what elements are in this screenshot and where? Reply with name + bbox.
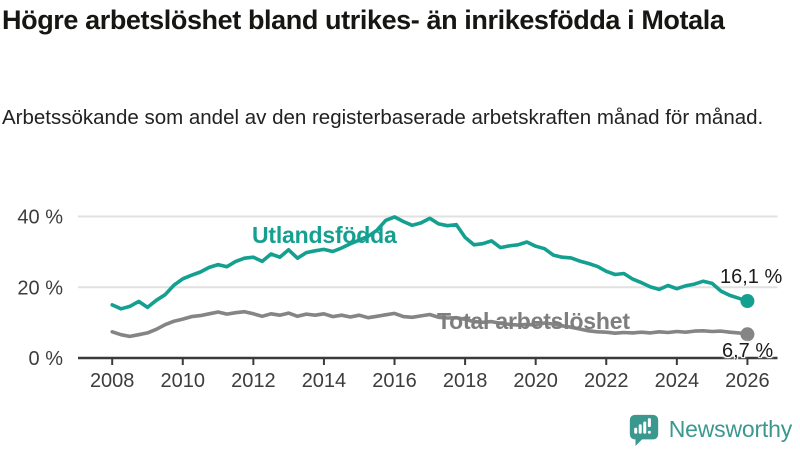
x-tick-label-2026: 2026 xyxy=(725,370,770,392)
series-end-dot-utlandsfodda xyxy=(740,294,755,309)
x-tick-label-2012: 2012 xyxy=(231,370,276,392)
x-tick-label-2024: 2024 xyxy=(655,370,700,392)
newsworthy-wordmark: Newsworthy xyxy=(668,416,792,442)
y-tick-label-0: 0 % xyxy=(29,348,64,370)
y-tick-label-40: 40 % xyxy=(17,207,63,229)
x-tick-label-2014: 2014 xyxy=(302,370,347,392)
x-tick-label-2016: 2016 xyxy=(372,370,417,392)
series-label-total-arbetsloshet: Total arbetslöshet xyxy=(437,308,630,334)
chart-subtitle: Arbetssökande som andel av den registerb… xyxy=(2,106,764,129)
x-tick-label-2022: 2022 xyxy=(584,370,629,392)
x-tick-label-2010: 2010 xyxy=(161,370,206,392)
series-line-utlandsfodda xyxy=(110,215,750,311)
end-value-utlandsfodda: 16,1 % xyxy=(720,266,783,288)
x-tick-label-2018: 2018 xyxy=(443,370,488,392)
series-end-dot-total-arbetsloshet xyxy=(740,327,755,342)
newsworthy-speech-bubble-bar-chart-icon xyxy=(629,414,658,447)
x-tick-label-2008: 2008 xyxy=(90,370,135,392)
x-tick-label-2020: 2020 xyxy=(513,370,558,392)
newsworthy-logo: Newsworthy xyxy=(627,411,792,448)
y-tick-label-20: 20 % xyxy=(17,277,63,299)
series-label-utlandsfodda: Utlandsfödda xyxy=(252,222,397,248)
end-value-total: 6,7 % xyxy=(722,340,774,362)
chart-title: Högre arbetslöshet bland utrikes- än inr… xyxy=(2,5,725,35)
series-line-total-arbetsloshet xyxy=(110,309,750,339)
